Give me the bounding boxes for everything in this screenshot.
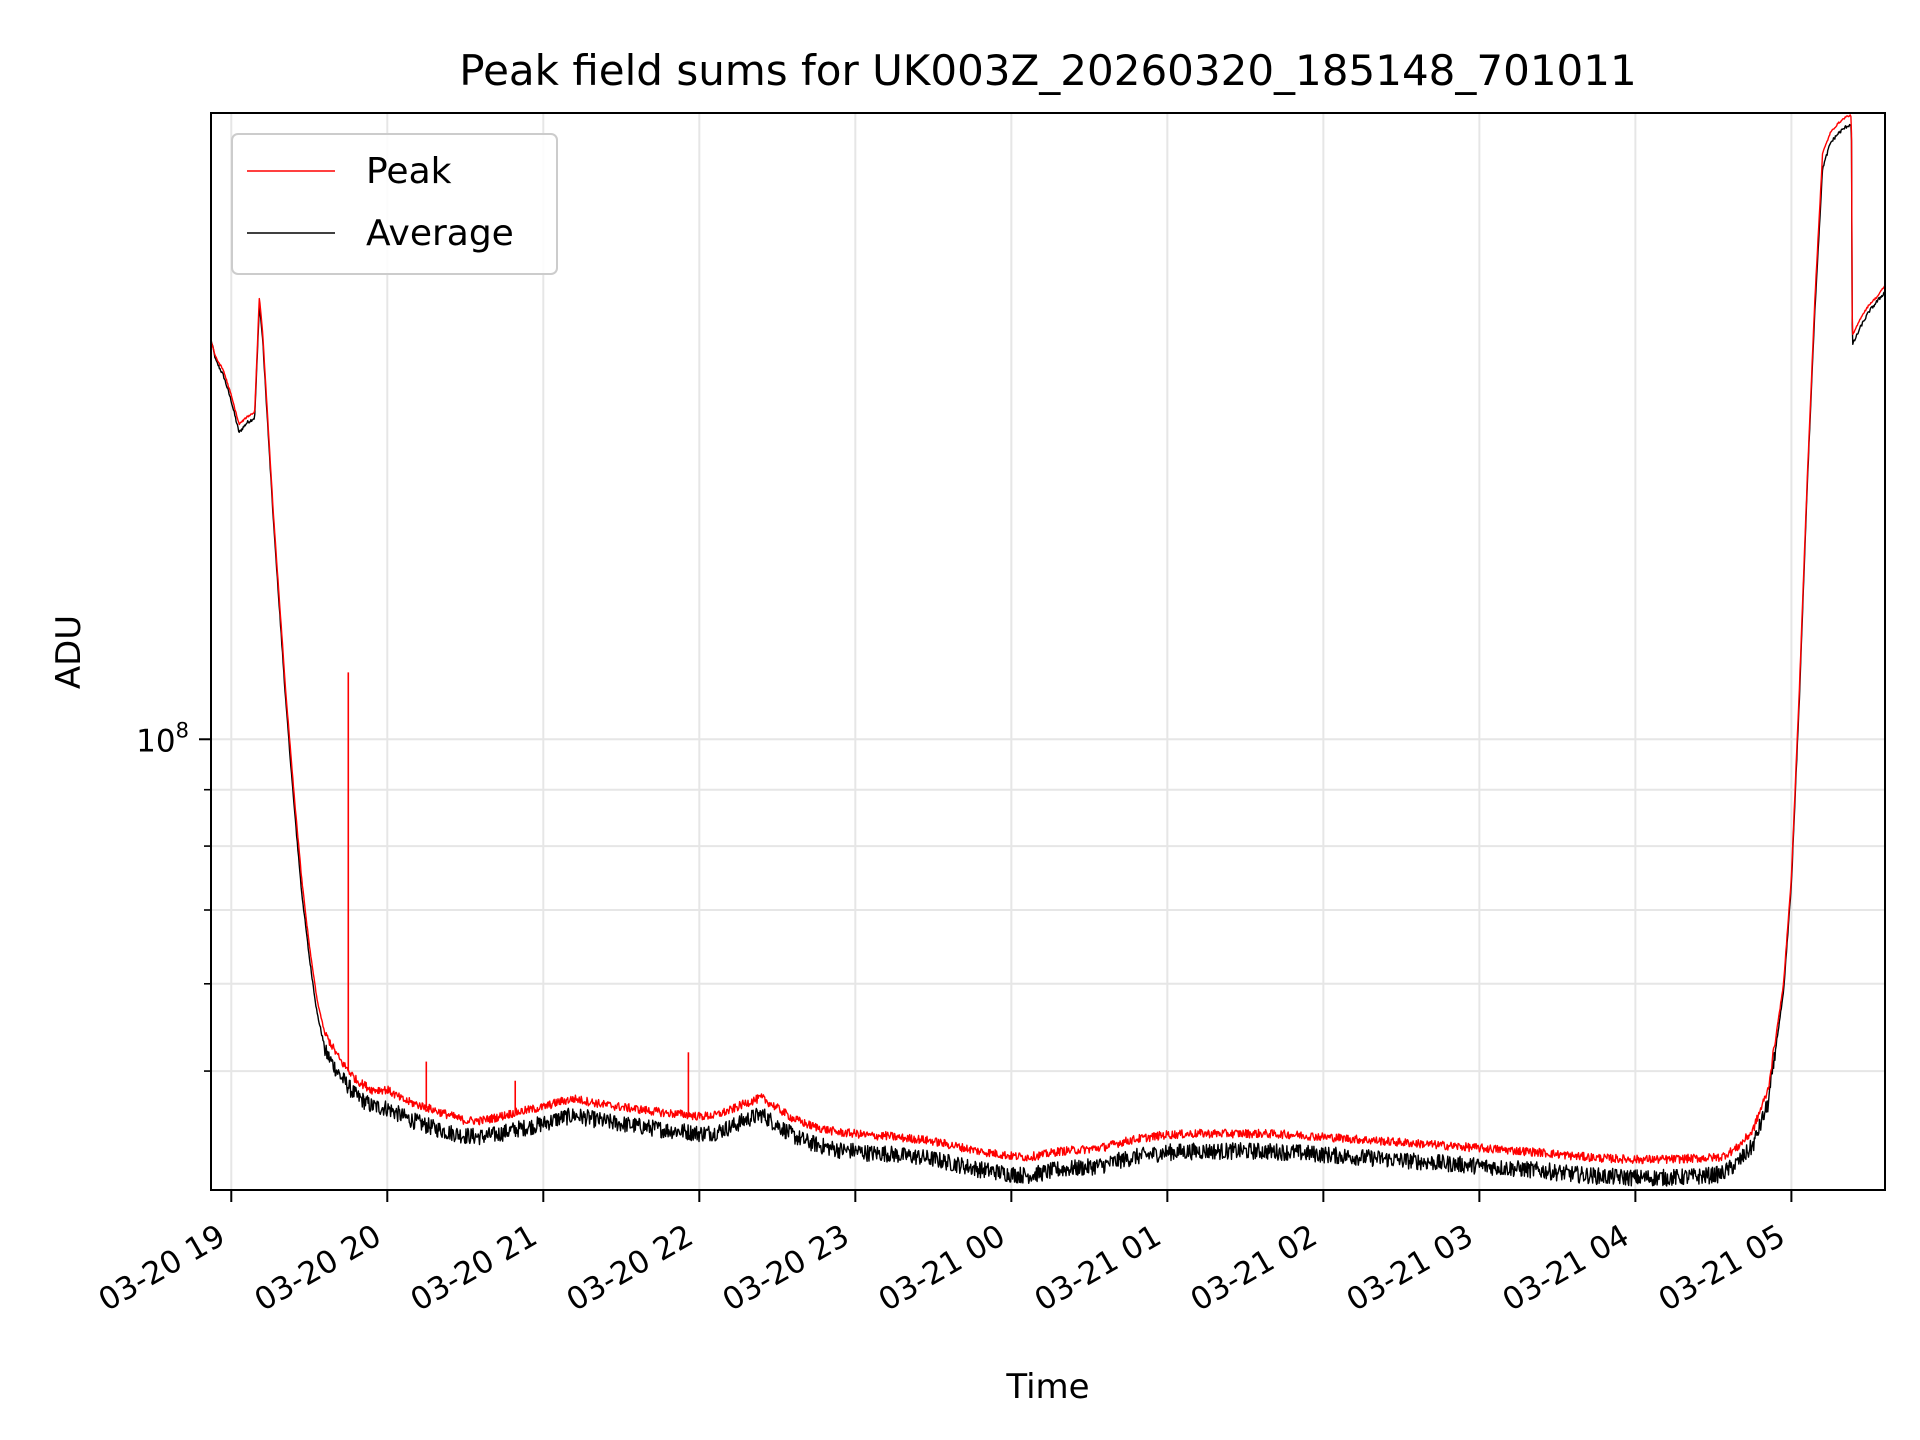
x-tick-label: 03-21 03: [1341, 1218, 1480, 1319]
plot-frame: [210, 112, 1886, 1191]
y-axis-label: ADU: [49, 615, 89, 689]
y-tick-label: 108: [136, 718, 189, 759]
x-tick-label: 03-20 23: [717, 1218, 856, 1319]
series-peak-line: [210, 114, 1886, 1165]
chart-title: Peak field sums for UK003Z_20260320_1851…: [459, 46, 1636, 95]
y-axis: 108: [136, 718, 211, 1072]
legend-peak-label: Peak: [366, 151, 452, 192]
x-axis: 03-20 19 03-20 20 03-20 21 03-20 22 03-20 23…: [93, 1190, 1793, 1319]
x-tick-label: 03-20 21: [405, 1218, 544, 1319]
legend-average-label: Average: [366, 213, 514, 254]
legend: Peak Average: [231, 133, 558, 275]
plot-background: [211, 113, 1885, 1190]
x-gridlines: [230, 113, 1793, 1190]
series-average-line: [210, 123, 1886, 1187]
x-tick-label: 03-21 02: [1185, 1218, 1324, 1319]
x-tick-label: 03-21 00: [873, 1218, 1012, 1319]
legend-box: [231, 133, 558, 275]
x-tick-label: 03-20 22: [561, 1218, 700, 1319]
x-tick-label: 03-20 20: [249, 1218, 388, 1319]
y-tick-label-base: 10: [136, 723, 175, 759]
x-tick-label: 03-20 19: [93, 1218, 232, 1319]
series-layer: [210, 114, 1886, 1187]
plot-area: [210, 112, 1886, 1191]
x-tick-label: 03-21 01: [1029, 1218, 1168, 1319]
y-tick-label-exponent: 8: [176, 718, 189, 742]
x-tick-label: 03-21 04: [1497, 1218, 1636, 1319]
x-tick-label: 03-21 05: [1653, 1218, 1792, 1319]
x-axis-label: Time: [1005, 1367, 1089, 1407]
y-gridlines: [211, 738, 1885, 1073]
